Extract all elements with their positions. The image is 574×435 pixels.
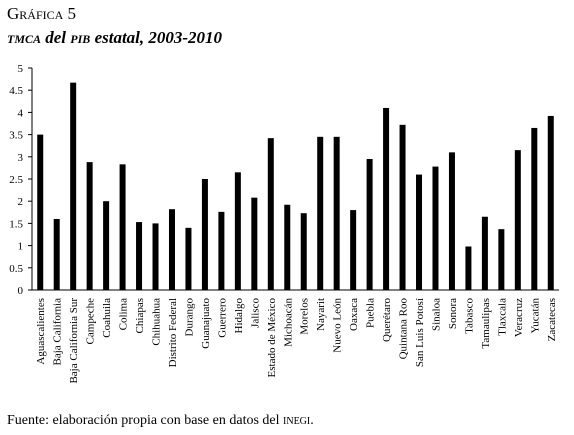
bar [399,124,406,290]
x-tick-label: Baja California Sur [68,298,80,384]
chart-label: Gráfica 5 [7,4,76,23]
y-tick-label: 1 [18,241,24,253]
x-tick-label: Tamaulipas [480,298,492,349]
chart-label-word: Gráfica [7,4,64,23]
bar [383,107,390,291]
bar [531,127,538,290]
x-tick-label: Aguascalientes [35,298,47,365]
x-tick-label: Estado de México [266,298,278,378]
x-tick-label: Oaxaca [348,298,360,331]
x-tick-label: Veracruz [513,298,525,337]
bar [86,162,93,290]
bar [37,134,44,290]
y-tick-label: 2.5 [9,174,23,186]
bar [416,174,423,290]
bar [168,209,175,290]
y-tick-label: 1.5 [9,218,23,230]
x-tick-label: Campeche [85,298,97,345]
x-tick-label: Baja California [52,298,64,366]
bar [234,172,241,290]
y-tick-label: 3.5 [9,130,23,142]
x-tick-label: Zacatecas [546,298,558,341]
x-tick-label: Colima [118,298,130,331]
bar [514,150,521,290]
bar [350,210,357,290]
x-tick-label: Guanajuato [200,298,212,349]
bar [53,218,60,290]
x-tick-label: Nayarit [315,298,327,331]
bar [267,138,274,290]
source-note: Fuente: elaboración propia con base en d… [7,413,314,429]
y-tick-label: 0.5 [9,263,23,275]
bar [152,223,159,290]
y-tick-label: 4 [18,107,24,119]
x-tick-label: Jalisco [249,298,261,328]
chart-title-mid: del [41,28,71,47]
x-tick-label: Sinaloa [430,298,442,331]
y-tick-label: 2 [18,196,24,208]
x-tick-label: Querétaro [381,298,393,342]
chart-title-rest: estatal, 2003-2010 [90,28,223,47]
x-tick-label: Distrito Federal [167,298,179,367]
bar [465,246,472,290]
y-tick-label: 3 [18,152,24,164]
x-tick-label: Michoacán [282,298,294,347]
source-prefix: Fuente: elaboración propia con base en d… [7,413,284,428]
y-tick-label: 5 [18,63,24,75]
x-tick-label: Tabasco [463,298,475,334]
bar [136,222,143,290]
bar [218,211,225,290]
bar [201,179,208,290]
chart-title-pib: pib [70,28,91,47]
x-tick-label: Morelos [299,298,311,335]
y-tick-label: 4.5 [9,85,23,97]
chart-label-number: 5 [63,4,77,23]
x-tick-label: Tlaxcala [496,298,508,336]
bar [70,82,77,290]
bar [498,229,505,290]
bar [448,152,455,290]
bar [547,115,554,291]
x-tick-label: Coahuila [101,298,113,338]
x-tick-label: Hidalgo [233,298,245,334]
bar [300,213,307,290]
chart-title: tmca del pib estatal, 2003-2010 [7,28,222,47]
x-tick-label: Quintana Roo [398,298,410,360]
x-tick-label: Sonora [447,298,459,329]
bar [119,164,126,290]
bar [333,136,340,290]
bar [317,136,324,290]
bar [481,216,488,290]
source-inegi: inegi [283,413,311,428]
x-tick-label: Durango [183,298,195,337]
bar [185,227,192,290]
bar [251,197,258,290]
x-tick-label: Nuevo León [332,298,344,353]
source-suffix: . [310,413,314,428]
bar [432,166,439,290]
bar [366,159,373,290]
chart-title-tmca: tmca [7,28,42,47]
bar [284,204,291,290]
x-tick-label: Guerrero [216,298,228,338]
x-tick-label: Puebla [365,298,377,328]
x-tick-label: San Luis Potosí [414,298,426,367]
bar [103,201,110,290]
x-tick-label: Chihuahua [151,298,163,346]
y-tick-label: 0 [18,285,24,297]
x-tick-label: Yucatán [529,298,541,334]
x-tick-label: Chiapas [134,298,146,333]
